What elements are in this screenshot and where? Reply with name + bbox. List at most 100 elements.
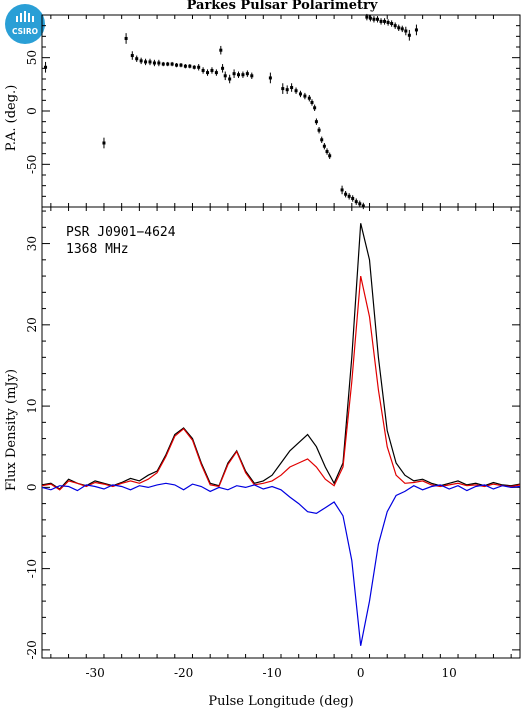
pa-point xyxy=(232,69,236,78)
pa-point xyxy=(161,61,165,67)
pa-point xyxy=(390,20,394,27)
pa-marker xyxy=(214,71,218,75)
pa-marker xyxy=(372,17,376,21)
pa-point xyxy=(325,148,329,155)
pa-marker xyxy=(294,89,298,93)
pa-point xyxy=(361,202,365,210)
flux-ytick-label: 10 xyxy=(25,398,39,413)
pa-marker xyxy=(404,29,408,33)
flux-ytick-label: 0 xyxy=(25,484,39,492)
pa-point xyxy=(298,90,302,98)
flux-ytick-label: -10 xyxy=(25,559,39,578)
pa-point xyxy=(294,87,298,94)
pa-marker xyxy=(298,92,302,96)
pa-point xyxy=(347,193,351,200)
pa-point xyxy=(152,59,156,67)
pa-point xyxy=(400,25,404,33)
pa-point xyxy=(206,69,210,76)
circular-polarization-line xyxy=(41,482,521,646)
pa-point xyxy=(340,185,344,195)
flux-xtick-label: -10 xyxy=(262,666,281,680)
pa-marker xyxy=(328,154,332,158)
pa-point xyxy=(303,92,307,100)
x-axis-title: Pulse Longitude (deg) xyxy=(208,694,353,709)
pa-marker xyxy=(344,192,348,196)
pa-marker xyxy=(285,88,289,92)
pa-marker xyxy=(161,62,165,66)
pa-marker xyxy=(170,62,174,66)
psr-name-annotation: PSR J0901−4624 xyxy=(66,225,176,240)
pa-marker xyxy=(400,27,404,31)
pa-point xyxy=(281,83,285,94)
pa-marker xyxy=(221,66,225,70)
pa-panel-frame xyxy=(41,14,521,208)
pa-point xyxy=(157,59,161,67)
pa-marker xyxy=(340,188,344,192)
pa-marker xyxy=(310,100,314,104)
total-intensity-line xyxy=(41,223,521,490)
pa-point xyxy=(148,58,152,66)
pa-marker xyxy=(144,60,148,64)
pa-marker xyxy=(183,64,187,68)
pa-marker xyxy=(237,73,241,77)
flux-axis-title: Flux Density (mJy) xyxy=(4,369,19,491)
pa-point xyxy=(237,71,241,78)
flux-xtick-label: 0 xyxy=(357,666,365,680)
flux-ytick-label: 30 xyxy=(25,236,39,251)
pa-point xyxy=(386,19,390,26)
pa-point xyxy=(379,18,383,25)
pa-marker xyxy=(314,120,318,124)
pa-point xyxy=(197,64,201,71)
pa-marker xyxy=(201,68,205,72)
pa-point xyxy=(393,22,397,29)
pa-point xyxy=(170,61,174,67)
pa-marker xyxy=(313,106,317,110)
pa-point xyxy=(328,152,332,159)
pa-marker xyxy=(358,202,362,206)
pa-marker xyxy=(379,19,383,23)
pa-marker xyxy=(407,33,411,37)
pa-marker xyxy=(281,87,285,91)
pa-marker xyxy=(219,48,223,52)
pa-marker xyxy=(303,94,307,98)
pa-point xyxy=(245,70,249,77)
pa-point xyxy=(397,24,401,31)
pa-point xyxy=(407,29,411,41)
pa-point xyxy=(372,16,376,23)
pa-point xyxy=(365,13,369,21)
pa-point xyxy=(320,136,324,143)
pa-marker xyxy=(166,62,170,66)
pa-points xyxy=(44,13,418,210)
pa-point xyxy=(139,57,143,65)
pa-marker xyxy=(397,26,401,30)
pa-marker xyxy=(390,22,394,26)
pa-ytick-label: 50 xyxy=(25,50,39,65)
pa-point xyxy=(188,64,192,69)
pa-point xyxy=(223,71,227,81)
pa-ytick-label: -50 xyxy=(25,155,39,174)
linear-polarization-line xyxy=(41,275,521,491)
pa-point xyxy=(354,198,358,205)
chart-title: Parkes Pulsar Polarimetry xyxy=(187,0,378,13)
flux-xtick-label: 10 xyxy=(442,666,457,680)
pa-marker xyxy=(317,128,321,132)
pa-point xyxy=(250,72,254,79)
pa-marker xyxy=(223,74,227,78)
flux-axis-ticks: -20 -10 0 10 20 30 -30 -20 -10 0 10 xyxy=(25,207,520,680)
pa-point xyxy=(358,200,362,207)
pa-marker xyxy=(386,20,390,24)
pa-point xyxy=(214,69,218,76)
pa-marker xyxy=(347,194,351,198)
pa-marker xyxy=(44,65,48,69)
pa-marker xyxy=(383,19,387,23)
pa-point xyxy=(221,64,225,73)
pa-point xyxy=(368,15,372,22)
pa-point xyxy=(383,18,387,25)
pa-marker xyxy=(148,60,152,64)
csiro-logo: CSIRO xyxy=(5,4,45,44)
pa-point xyxy=(414,24,418,36)
pa-point xyxy=(210,67,214,74)
pa-marker xyxy=(245,72,249,76)
pa-marker xyxy=(179,63,183,67)
